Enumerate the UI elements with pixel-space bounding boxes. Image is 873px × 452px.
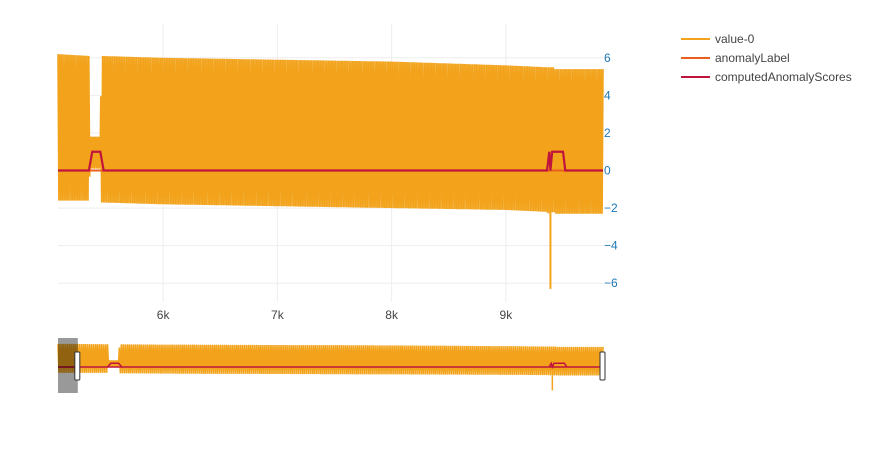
x-tick-label: 6k xyxy=(157,308,171,322)
y-tick-label: −4 xyxy=(604,239,618,253)
rangeslider-mask-left xyxy=(58,338,78,393)
legend-item[interactable]: computedAnomalyScores xyxy=(681,70,852,84)
x-tick-label: 7k xyxy=(271,308,285,322)
value-0-line xyxy=(57,54,604,214)
rangeslider-scores xyxy=(58,361,603,370)
x-axis: 6k 7k 8k 9k xyxy=(157,308,513,322)
y-tick-label: 0 xyxy=(604,164,611,178)
legend-label: computedAnomalyScores xyxy=(715,70,852,84)
legend-item[interactable]: anomalyLabel xyxy=(681,51,790,65)
y-tick-label: 4 xyxy=(604,88,611,102)
x-tick-label: 8k xyxy=(385,308,399,322)
rangeslider-grip-right[interactable] xyxy=(599,351,606,381)
rangeslider-value-0 xyxy=(57,343,604,376)
x-tick-label: 9k xyxy=(500,308,514,322)
y-axis: 6 4 2 0 −2 −4 −6 xyxy=(604,51,618,290)
computedAnomalyScores-line xyxy=(58,150,603,172)
y-tick-label: −6 xyxy=(604,276,618,290)
legend-item[interactable]: value-0 xyxy=(681,32,755,46)
y-tick-label: 6 xyxy=(604,51,611,65)
legend-label: anomalyLabel xyxy=(715,51,790,65)
legend-label: value-0 xyxy=(715,32,755,46)
y-tick-label: −2 xyxy=(604,201,618,215)
series-value-0 xyxy=(57,54,604,289)
rangeslider[interactable] xyxy=(57,338,606,393)
rangeslider-grip-left[interactable] xyxy=(74,351,81,381)
y-tick-label: 2 xyxy=(604,126,611,140)
legend: value-0 anomalyLabel computedAnomalyScores xyxy=(681,32,852,84)
